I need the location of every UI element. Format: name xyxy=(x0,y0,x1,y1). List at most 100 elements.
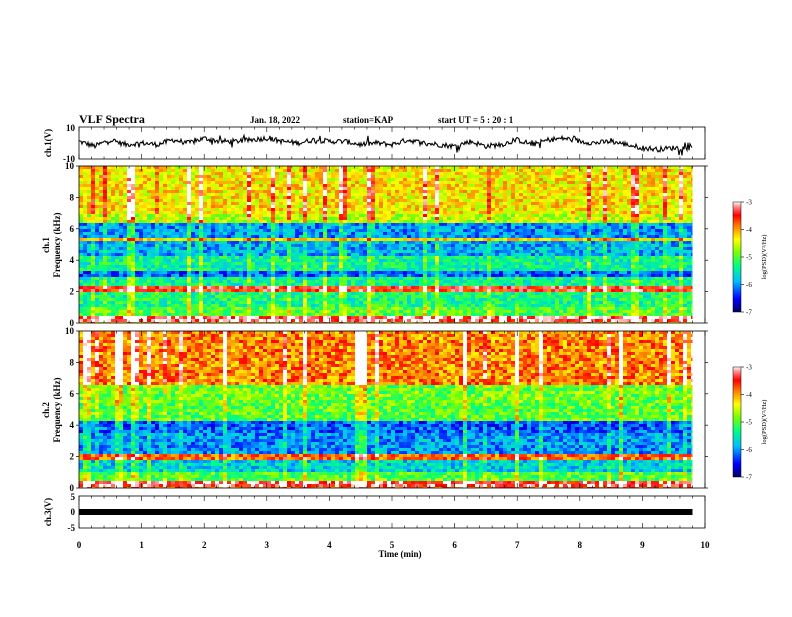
spectrogram-cell-ch1-3836 xyxy=(639,238,643,241)
spectrogram-cell-ch1-123 xyxy=(571,166,575,169)
spectrogram-cell-ch1-3369 xyxy=(619,229,623,232)
spectrogram-cell-ch1-2929 xyxy=(91,223,95,226)
spectrogram-cell-ch1-3903 xyxy=(291,241,295,244)
spectrogram-cell-ch1-3683 xyxy=(643,235,647,238)
spectrogram-cell-ch1-2574 xyxy=(519,214,523,217)
spectrogram-cell-ch1-1939 xyxy=(443,202,447,205)
spectrogram-cell-ch1-3212 xyxy=(607,226,611,229)
spectrogram-cell-ch1-4769 xyxy=(675,256,679,259)
spectrogram-cell-ch1-2762 xyxy=(655,217,659,220)
spectrogram-cell-ch1-4035 xyxy=(203,244,207,247)
spectrogram-cell-ch1-4276 xyxy=(551,247,555,250)
spectrogram-cell-ch1-1105 xyxy=(187,187,191,190)
spectrogram-cell-ch1-1322 xyxy=(439,190,443,193)
spectrogram-cell-ch1-3973 xyxy=(571,241,575,244)
spectrogram-cell-ch1-1212 xyxy=(615,187,619,190)
spectrogram-cell-ch1-1651 xyxy=(523,196,527,199)
spectrogram-cell-ch1-627 xyxy=(123,178,127,181)
spectrogram-cell-ch1-1467 xyxy=(403,193,407,196)
spectrogram-cell-ch1-4216 xyxy=(311,247,315,250)
spectrogram-cell-ch1-3185 xyxy=(499,226,503,229)
spectrogram-cell-ch1-216 xyxy=(327,169,331,172)
spectrogram-cell-ch1-2759 xyxy=(643,217,647,220)
spectrogram-cell-ch1-1413 xyxy=(187,193,191,196)
spectrogram-cell-ch1-4955 xyxy=(187,262,191,265)
spectrogram-cell-ch1-2858 xyxy=(423,220,427,223)
spectrogram-cell-ch1-869 xyxy=(475,181,479,184)
spectrogram-cell-ch1-3406 xyxy=(151,232,155,235)
spectrogram-cell-ch1-4453 xyxy=(643,250,647,253)
spectrogram-cell-ch1-485 xyxy=(171,175,175,178)
spectrogram-cell-ch1-750 xyxy=(615,178,619,181)
spectrogram-cell-ch1-2641 xyxy=(171,217,175,220)
spectrogram-cell-ch1-1276 xyxy=(255,190,259,193)
spectrogram-cell-ch1-3527 xyxy=(635,232,639,235)
spectrogram-cell-ch1-3432 xyxy=(255,232,259,235)
spectrogram-cell-ch1-556 xyxy=(455,175,459,178)
spectrogram-cell-ch1-614 xyxy=(687,175,691,178)
spectrogram-cell-ch1-4382 xyxy=(359,250,363,253)
spectrogram-cell-ch1-433 xyxy=(579,172,583,175)
spectrogram-cell-ch1-114 xyxy=(535,166,539,169)
spectrogram-cell-ch1-1553 xyxy=(131,196,135,199)
spectrogram-cell-ch1-3855 xyxy=(99,241,103,244)
spectrogram-cell-ch1-1169 xyxy=(443,187,447,190)
spectrogram-cell-ch1-4156 xyxy=(687,244,691,247)
spectrogram-cell-ch1-1729 xyxy=(219,199,223,202)
spectrogram-cell-ch1-1680 xyxy=(639,196,643,199)
spectrogram-cell-ch1-172 xyxy=(151,169,155,172)
spectrogram-cell-ch1-1821 xyxy=(587,199,591,202)
spectrogram-cell-ch1-4313 xyxy=(83,250,87,253)
spectrogram-cell-ch1-2498 xyxy=(215,214,219,217)
spectrogram-cell-ch1-1975 xyxy=(587,202,591,205)
spectrogram-cell-ch1-694 xyxy=(391,178,395,181)
spectrogram-cell-ch1-1394 xyxy=(111,193,115,196)
spectrogram-cell-ch1-3101 xyxy=(163,226,167,229)
spectrogram-cell-ch1-2427 xyxy=(547,211,551,214)
spectrogram-cell-ch1-948 xyxy=(175,184,179,187)
spectrogram-cell-ch1-4840 xyxy=(343,259,347,262)
spectrogram-cell-ch1-4475 xyxy=(115,253,119,256)
spectrogram-cell-ch1-4857 xyxy=(411,259,415,262)
spectrogram-cell-ch1-4162 xyxy=(95,247,99,250)
spectrogram-cell-ch1-2379 xyxy=(355,211,359,214)
spectrogram-cell-ch1-1214 xyxy=(623,187,627,190)
spectrogram-cell-ch1-2064 xyxy=(327,205,331,208)
spectrogram-cell-ch1-4377 xyxy=(339,250,343,253)
spectrogram-cell-ch1-3753 xyxy=(307,238,311,241)
spectrogram-cell-ch1-224 xyxy=(359,169,363,172)
spectrogram-cell-ch1-689 xyxy=(371,178,375,181)
spectrogram-cell-ch1-2377 xyxy=(347,211,351,214)
spectrogram-cell-ch1-3732 xyxy=(223,238,227,241)
spectrogram-cell-ch1-1638 xyxy=(471,196,475,199)
spectrogram-cell-ch1-1462 xyxy=(383,193,387,196)
spectrogram-cell-ch1-4185 xyxy=(187,247,191,250)
spectrogram-cell-ch1-1736 xyxy=(247,199,251,202)
spectrogram-cell-ch1-2137 xyxy=(619,205,623,208)
spectrogram-cell-ch1-2278 xyxy=(567,208,571,211)
spectrogram-cell-ch1-3251 xyxy=(147,229,151,232)
spectrogram-cell-ch1-2621 xyxy=(91,217,95,220)
spectrogram-cell-ch1-4198 xyxy=(239,247,243,250)
spectrogram-cell-ch1-4588 xyxy=(567,253,571,256)
spectrogram-cell-ch1-1708 xyxy=(135,199,139,202)
spectrogram-cell-ch1-4697 xyxy=(387,256,391,259)
spectrogram-cell-ch1-3690 xyxy=(671,235,675,238)
spectrogram-cell-ch1-3965 xyxy=(539,241,543,244)
spectrogram-cell-ch1-4643 xyxy=(171,256,175,259)
spectrogram-cell-ch1-4103 xyxy=(475,244,479,247)
spectrogram-cell-ch1-3471 xyxy=(411,232,415,235)
spectrogram-cell-ch1-1058 xyxy=(615,184,619,187)
spectrogram-cell-ch1-4275 xyxy=(547,247,551,250)
spectrogram-cell-ch1-1414 xyxy=(191,193,195,196)
spectrogram-cell-ch1-2095 xyxy=(451,205,455,208)
spectrogram-cell-ch1-2964 xyxy=(231,223,235,226)
spectrogram-cell-ch1-2367 xyxy=(307,211,311,214)
spectrogram-cell-ch1-3431 xyxy=(251,232,255,235)
spectrogram-cell-ch1-2466 xyxy=(87,214,91,217)
spectrogram-cell-ch1-218 xyxy=(335,169,339,172)
spectrogram-cell-ch1-3968 xyxy=(551,241,555,244)
spectrogram-cell-ch1-920 xyxy=(679,181,683,184)
spectrogram-cell-ch1-205 xyxy=(283,169,287,172)
spectrogram-cell-ch1-4329 xyxy=(147,250,151,253)
